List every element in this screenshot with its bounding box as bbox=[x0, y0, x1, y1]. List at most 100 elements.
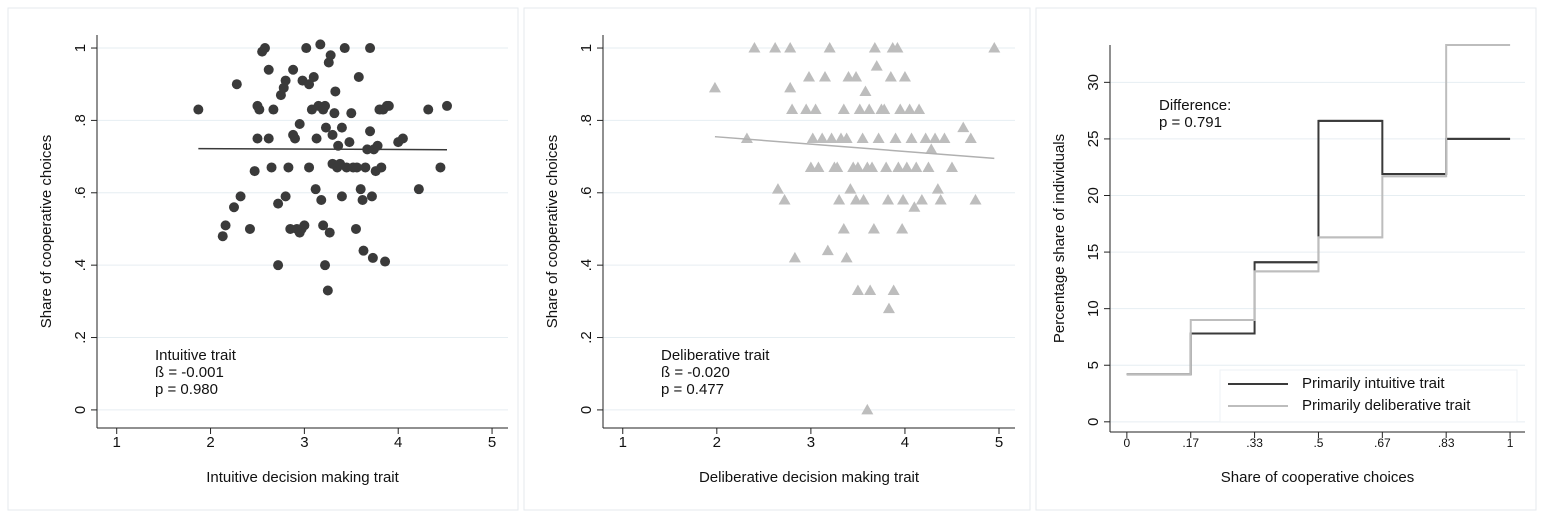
point bbox=[304, 79, 315, 90]
point bbox=[320, 260, 331, 271]
y-tick-label: 0 bbox=[1085, 418, 1102, 426]
x-tick-label: 1 bbox=[619, 434, 627, 451]
x-tick-label: .5 bbox=[1313, 436, 1323, 450]
point bbox=[748, 42, 761, 53]
point bbox=[809, 103, 822, 115]
point bbox=[229, 202, 239, 213]
point bbox=[383, 100, 394, 111]
point bbox=[861, 403, 874, 415]
point bbox=[900, 161, 913, 172]
legend-label: Primarily intuitive trait bbox=[1302, 375, 1445, 392]
annotation: p = 0.980 bbox=[155, 381, 218, 398]
point bbox=[872, 132, 885, 143]
point bbox=[254, 104, 265, 115]
point bbox=[330, 86, 341, 97]
point bbox=[884, 70, 897, 82]
plot-area bbox=[603, 35, 1015, 428]
y-tick-label: 20 bbox=[1085, 187, 1102, 204]
x-tick-label: 5 bbox=[488, 434, 496, 451]
point bbox=[311, 133, 322, 144]
point bbox=[823, 42, 836, 53]
x-tick-label: .67 bbox=[1374, 436, 1391, 450]
point bbox=[816, 132, 829, 143]
point bbox=[301, 43, 312, 54]
x-tick-label: 4 bbox=[901, 434, 909, 451]
point bbox=[423, 104, 434, 115]
point bbox=[804, 161, 817, 172]
point bbox=[969, 194, 982, 205]
point bbox=[850, 70, 863, 82]
point bbox=[288, 64, 299, 75]
point bbox=[878, 103, 891, 115]
point bbox=[957, 121, 970, 133]
point bbox=[252, 133, 263, 144]
y-tick-label: .6 bbox=[72, 187, 89, 200]
point bbox=[850, 194, 863, 205]
point bbox=[919, 132, 932, 143]
point bbox=[867, 222, 880, 234]
point bbox=[771, 183, 784, 194]
point bbox=[442, 100, 453, 111]
point bbox=[910, 161, 923, 172]
point bbox=[708, 81, 721, 93]
x-tick-label: .17 bbox=[1182, 436, 1199, 450]
point bbox=[308, 71, 319, 82]
point bbox=[235, 191, 246, 202]
point bbox=[769, 42, 782, 53]
point bbox=[908, 201, 921, 212]
point bbox=[800, 103, 813, 115]
x-tick-label: 2 bbox=[713, 434, 721, 451]
point bbox=[365, 126, 376, 137]
point bbox=[887, 284, 900, 295]
point bbox=[435, 162, 446, 173]
point bbox=[866, 161, 879, 172]
point bbox=[880, 161, 893, 172]
point bbox=[273, 260, 284, 271]
fit-line bbox=[198, 147, 448, 151]
x-axis-label: Share of cooperative choices bbox=[1221, 469, 1414, 486]
point bbox=[351, 162, 362, 173]
point bbox=[778, 194, 791, 205]
y-tick-label: 1 bbox=[72, 44, 89, 52]
point bbox=[922, 161, 935, 172]
x-axis-label: Intuitive decision making trait bbox=[206, 469, 399, 486]
y-tick-label: .4 bbox=[578, 259, 595, 272]
y-tick-label: 0 bbox=[72, 406, 89, 414]
y-tick-label: .8 bbox=[578, 114, 595, 127]
point bbox=[346, 108, 357, 119]
y-tick-label: 25 bbox=[1085, 131, 1102, 148]
point bbox=[892, 161, 905, 172]
point bbox=[372, 140, 383, 151]
point bbox=[339, 43, 350, 54]
point bbox=[929, 132, 942, 143]
point bbox=[913, 103, 926, 115]
point bbox=[193, 104, 204, 115]
point bbox=[324, 227, 335, 238]
legend-label: Primarily deliberative trait bbox=[1302, 397, 1471, 414]
y-tick-label: .4 bbox=[72, 259, 89, 272]
annotation: Intuitive trait bbox=[155, 347, 237, 364]
point bbox=[329, 108, 340, 119]
point bbox=[812, 161, 825, 172]
point bbox=[840, 132, 853, 143]
x-tick-label: .83 bbox=[1438, 436, 1455, 450]
point bbox=[357, 195, 368, 206]
point bbox=[945, 161, 958, 172]
point bbox=[894, 103, 907, 115]
point bbox=[318, 220, 329, 231]
annotation: Deliberative trait bbox=[661, 347, 770, 364]
legend-box bbox=[1219, 369, 1518, 423]
point bbox=[333, 140, 344, 151]
point bbox=[259, 43, 270, 54]
point bbox=[882, 194, 895, 205]
point bbox=[925, 143, 938, 154]
point bbox=[344, 137, 355, 148]
point bbox=[320, 100, 331, 111]
point bbox=[859, 85, 872, 96]
y-tick-label: 0 bbox=[578, 406, 595, 414]
point bbox=[217, 231, 228, 242]
point bbox=[786, 103, 799, 115]
x-tick-label: 1 bbox=[113, 434, 121, 451]
point bbox=[853, 103, 866, 115]
